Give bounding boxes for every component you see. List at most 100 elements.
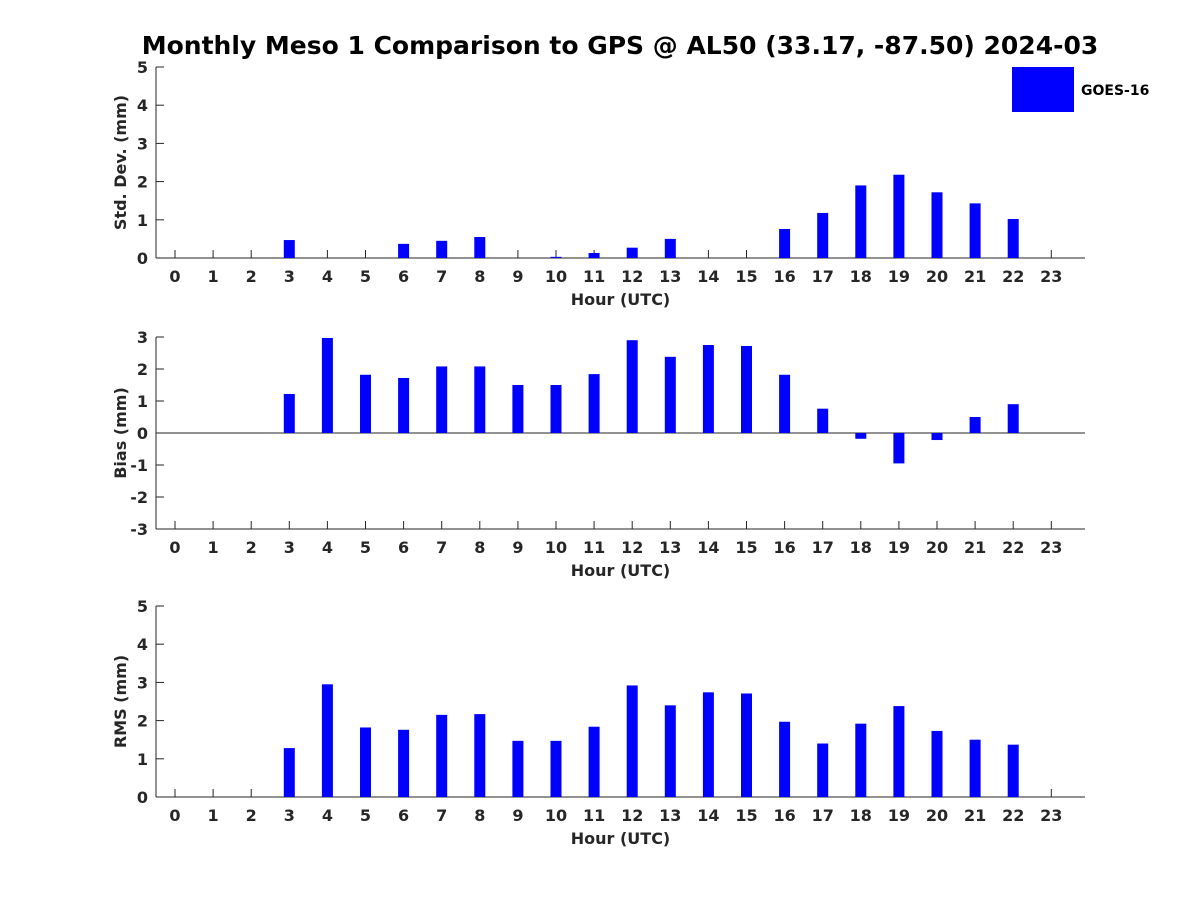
bar-bias-hour-17 [817, 408, 829, 433]
bar-rms-hour-7 [436, 714, 448, 797]
bar-stddev-hour-12 [626, 247, 638, 258]
x-tick-label: 3 [284, 267, 295, 286]
bar-rms-hour-12 [626, 685, 638, 797]
bar-rms-hour-11 [588, 726, 600, 797]
bar-rms-hour-21 [969, 739, 981, 797]
x-tick-label: 14 [697, 267, 719, 286]
bar-stddev-hour-18 [855, 185, 867, 258]
y-axis-label: Std. Dev. (mm) [111, 95, 130, 230]
x-tick-label: 22 [1002, 538, 1024, 557]
x-tick-label: 9 [512, 267, 523, 286]
x-tick-label: 9 [512, 538, 523, 557]
legend-swatch-goes-16 [1012, 67, 1074, 112]
x-tick-label: 1 [208, 267, 219, 286]
bar-rms-hour-5 [360, 727, 371, 797]
x-tick-label: 17 [812, 267, 834, 286]
y-tick-label: 2 [137, 173, 148, 192]
legend-label-goes-16: GOES-16 [1081, 83, 1149, 99]
bar-rms-hour-16 [779, 721, 791, 797]
bar-bias-hour-6 [398, 377, 410, 433]
bar-rms-hour-6 [398, 729, 410, 797]
x-tick-label: 7 [436, 538, 447, 557]
y-tick-label: 5 [137, 597, 148, 616]
bar-stddev-hour-21 [969, 203, 981, 258]
x-tick-label: 23 [1040, 806, 1062, 825]
bar-bias-hour-7 [436, 366, 448, 433]
y-tick-label: 1 [137, 750, 148, 769]
x-tick-label: 23 [1040, 538, 1062, 557]
x-tick-label: 20 [926, 806, 948, 825]
y-tick-label: 2 [137, 360, 148, 379]
x-tick-label: 10 [545, 806, 567, 825]
x-tick-label: 21 [964, 806, 986, 825]
bar-rms-hour-9 [512, 740, 524, 797]
x-tick-label: 10 [545, 267, 567, 286]
bar-stddev-hour-19 [893, 174, 905, 258]
x-axis-label: Hour (UTC) [571, 829, 671, 848]
y-tick-label: 0 [137, 788, 148, 807]
bar-bias-hour-12 [626, 340, 638, 433]
x-tick-label: 12 [621, 806, 643, 825]
x-tick-label: 23 [1040, 267, 1062, 286]
bar-bias-hour-18 [855, 433, 867, 439]
x-tick-label: 16 [773, 806, 795, 825]
x-tick-label: 14 [697, 806, 719, 825]
y-tick-label: 4 [137, 96, 148, 115]
x-tick-label: 11 [583, 538, 605, 557]
bar-stddev-hour-22 [1007, 219, 1019, 258]
y-tick-label: 4 [137, 635, 148, 654]
x-tick-label: 3 [284, 538, 295, 557]
y-tick-label: -1 [130, 456, 148, 475]
x-tick-label: 8 [474, 538, 485, 557]
bar-bias-hour-19 [893, 433, 905, 464]
x-tick-label: 16 [773, 267, 795, 286]
x-axis-label: Hour (UTC) [571, 561, 671, 580]
x-tick-label: 20 [926, 267, 948, 286]
x-tick-label: 19 [888, 806, 910, 825]
x-tick-label: 11 [583, 806, 605, 825]
y-tick-label: 2 [137, 712, 148, 731]
bar-bias-hour-21 [969, 417, 981, 433]
x-tick-label: 0 [169, 267, 180, 286]
x-tick-label: 1 [208, 806, 219, 825]
bar-bias-hour-15 [741, 345, 752, 433]
bar-bias-hour-13 [664, 356, 676, 433]
bar-stddev-hour-6 [398, 243, 410, 258]
bar-bias-hour-22 [1007, 404, 1019, 433]
x-tick-label: 12 [621, 267, 643, 286]
x-tick-label: 2 [246, 267, 257, 286]
bar-bias-hour-20 [931, 433, 943, 441]
y-tick-label: -2 [130, 488, 148, 507]
bar-bias-hour-9 [512, 385, 524, 433]
y-tick-label: 3 [137, 134, 148, 153]
bar-rms-hour-20 [931, 730, 943, 797]
x-tick-label: 7 [436, 806, 447, 825]
bar-bias-hour-16 [779, 374, 791, 433]
x-tick-label: 16 [773, 538, 795, 557]
x-tick-label: 0 [169, 538, 180, 557]
x-tick-label: 2 [246, 806, 257, 825]
bar-bias-hour-10 [550, 385, 562, 433]
bar-bias-hour-4 [321, 337, 333, 433]
x-axis-label: Hour (UTC) [571, 290, 671, 309]
x-tick-label: 22 [1002, 267, 1024, 286]
bar-stddev-hour-8 [474, 236, 486, 258]
x-tick-label: 17 [812, 538, 834, 557]
y-axis-label: Bias (mm) [111, 387, 130, 479]
bar-stddev-hour-20 [931, 192, 943, 258]
x-tick-label: 21 [964, 267, 986, 286]
bar-rms-hour-3 [283, 748, 295, 797]
x-tick-label: 5 [360, 806, 371, 825]
bar-bias-hour-14 [702, 345, 714, 433]
bar-rms-hour-18 [855, 723, 867, 797]
bar-rms-hour-22 [1007, 744, 1019, 797]
y-tick-label: 0 [137, 249, 148, 268]
y-tick-label: 3 [137, 673, 148, 692]
x-tick-label: 12 [621, 538, 643, 557]
x-tick-label: 19 [888, 267, 910, 286]
